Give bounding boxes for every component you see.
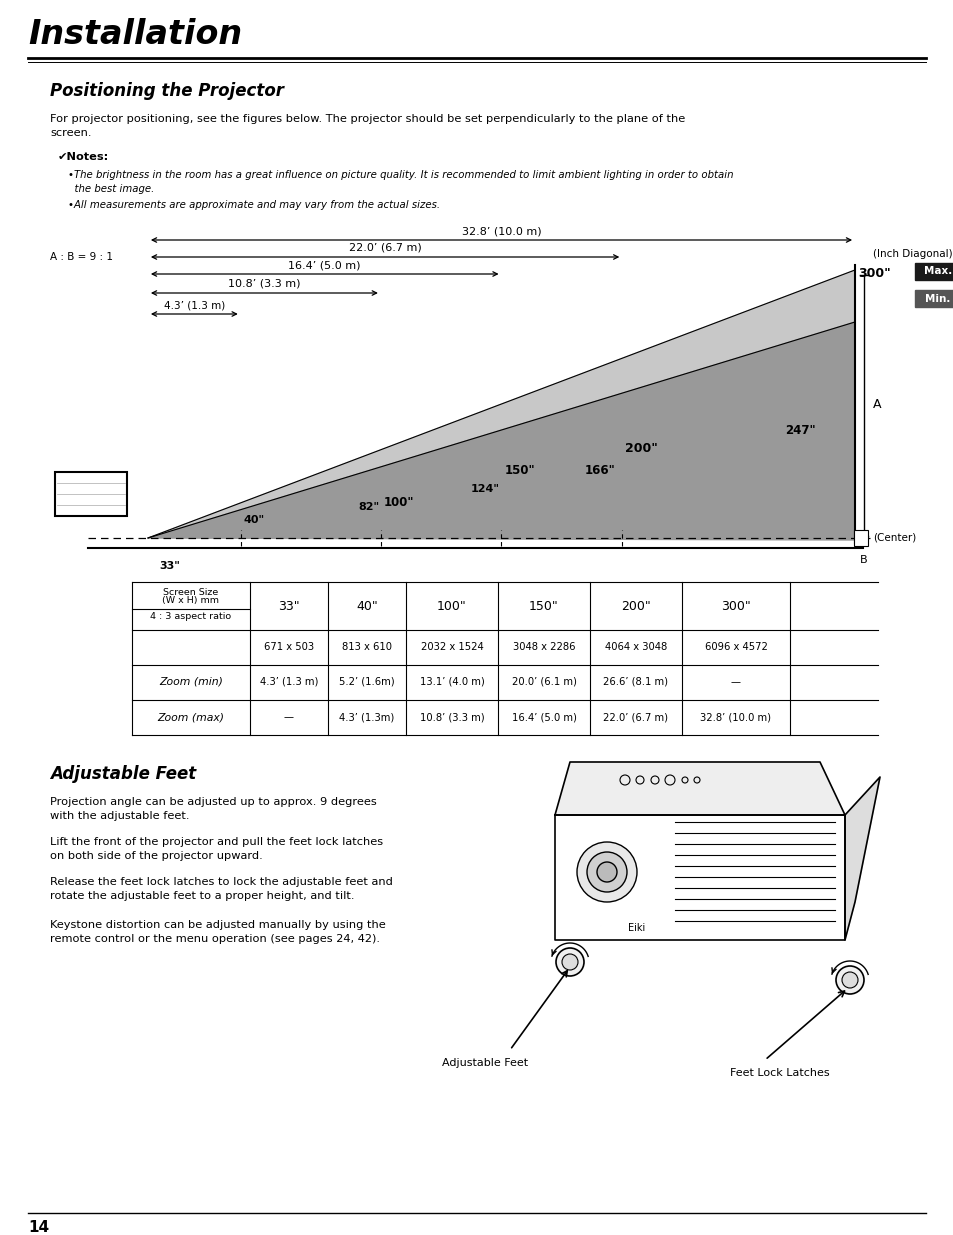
Text: (Center): (Center) [872, 534, 915, 543]
Polygon shape [148, 270, 854, 538]
Text: (W x H) mm: (W x H) mm [162, 597, 219, 605]
Circle shape [841, 972, 857, 988]
Text: 3048 x 2286: 3048 x 2286 [512, 642, 575, 652]
Text: 300": 300" [857, 267, 890, 280]
Text: Max. Zoom: Max. Zoom [923, 267, 953, 277]
Bar [914, 290, 953, 308]
Circle shape [577, 842, 637, 902]
Circle shape [835, 966, 863, 994]
Text: 671 x 503: 671 x 503 [264, 642, 314, 652]
Text: 22.0’ (6.7 m): 22.0’ (6.7 m) [349, 243, 421, 253]
Text: 10.8’ (3.3 m): 10.8’ (3.3 m) [228, 279, 300, 289]
Text: Keystone distortion can be adjusted manually by using the
remote control or the : Keystone distortion can be adjusted manu… [50, 920, 385, 944]
Text: 33": 33" [278, 599, 299, 613]
Text: 32.8’ (10.0 m): 32.8’ (10.0 m) [461, 226, 540, 236]
Text: 150": 150" [529, 599, 558, 613]
Text: Adjustable Feet: Adjustable Feet [441, 1058, 528, 1068]
Text: 4.3’ (1.3 m): 4.3’ (1.3 m) [164, 300, 225, 310]
Text: Positioning the Projector: Positioning the Projector [50, 82, 284, 100]
Text: 14: 14 [28, 1220, 49, 1235]
Text: •The brightness in the room has a great influence on picture quality. It is reco: •The brightness in the room has a great … [68, 170, 733, 194]
Text: 247": 247" [784, 424, 815, 436]
Text: Lift the front of the projector and pull the feet lock latches
on both side of t: Lift the front of the projector and pull… [50, 837, 383, 861]
Circle shape [561, 953, 578, 969]
Text: 5.2’ (1.6m): 5.2’ (1.6m) [339, 677, 395, 687]
Text: 124": 124" [471, 484, 499, 494]
Bar [853, 530, 867, 546]
Text: 13.1’ (4.0 m): 13.1’ (4.0 m) [419, 677, 484, 687]
Bar [914, 263, 953, 280]
Text: 16.4’ (5.0 m): 16.4’ (5.0 m) [511, 713, 576, 722]
Text: —: — [284, 713, 294, 722]
Text: 150": 150" [504, 464, 535, 478]
Text: B: B [859, 555, 866, 564]
Text: 22.0’ (6.7 m): 22.0’ (6.7 m) [603, 713, 668, 722]
Text: A: A [872, 398, 881, 410]
Circle shape [597, 862, 617, 882]
Text: Min. Zoom: Min. Zoom [924, 294, 953, 304]
Text: Feet Lock Latches: Feet Lock Latches [729, 1068, 829, 1078]
Text: 6096 x 4572: 6096 x 4572 [704, 642, 766, 652]
Text: Eiki: Eiki [628, 923, 645, 932]
Text: 82": 82" [358, 503, 379, 513]
Text: 33": 33" [159, 561, 180, 571]
Text: ✔Notes:: ✔Notes: [58, 152, 110, 162]
Text: 40": 40" [355, 599, 377, 613]
Text: 26.6’ (8.1 m): 26.6’ (8.1 m) [603, 677, 668, 687]
Text: 32.8’ (10.0 m): 32.8’ (10.0 m) [700, 713, 771, 722]
Text: 16.4’ (5.0 m): 16.4’ (5.0 m) [288, 261, 360, 270]
Text: 300": 300" [720, 599, 750, 613]
Text: For projector positioning, see the figures below. The projector should be set pe: For projector positioning, see the figur… [50, 114, 684, 138]
Text: Screen Size: Screen Size [163, 588, 218, 597]
Text: Release the feet lock latches to lock the adjustable feet and
rotate the adjusta: Release the feet lock latches to lock th… [50, 877, 393, 902]
Text: 200": 200" [624, 442, 658, 454]
Text: —: — [730, 677, 740, 687]
Polygon shape [555, 762, 844, 815]
Text: 166": 166" [584, 464, 615, 477]
Text: 4 : 3 aspect ratio: 4 : 3 aspect ratio [151, 613, 232, 621]
Text: 4.3’ (1.3 m): 4.3’ (1.3 m) [259, 677, 318, 687]
Text: •All measurements are approximate and may vary from the actual sizes.: •All measurements are approximate and ma… [68, 200, 439, 210]
Text: 100": 100" [383, 496, 414, 509]
Text: Projection angle can be adjusted up to approx. 9 degrees
with the adjustable fee: Projection angle can be adjusted up to a… [50, 797, 376, 821]
Text: Zoom (max): Zoom (max) [157, 713, 224, 722]
Circle shape [556, 948, 583, 976]
Text: 40": 40" [243, 515, 265, 525]
Text: (Inch Diagonal): (Inch Diagonal) [872, 249, 952, 259]
Text: 2032 x 1524: 2032 x 1524 [420, 642, 483, 652]
Text: 20.0’ (6.1 m): 20.0’ (6.1 m) [511, 677, 576, 687]
Text: 10.8’ (3.3 m): 10.8’ (3.3 m) [419, 713, 484, 722]
Text: Zoom (min): Zoom (min) [159, 677, 223, 687]
Text: 4.3’ (1.3m): 4.3’ (1.3m) [339, 713, 395, 722]
Polygon shape [148, 322, 854, 540]
Text: 813 x 610: 813 x 610 [341, 642, 392, 652]
Polygon shape [555, 815, 844, 940]
Text: 100": 100" [436, 599, 466, 613]
Text: Adjustable Feet: Adjustable Feet [50, 764, 196, 783]
Text: Installation: Installation [28, 19, 242, 51]
Text: 4064 x 3048: 4064 x 3048 [604, 642, 666, 652]
Circle shape [586, 852, 626, 892]
Text: A : B = 9 : 1: A : B = 9 : 1 [50, 252, 112, 262]
Polygon shape [844, 777, 879, 940]
Text: 200": 200" [620, 599, 650, 613]
Bar [55, 472, 127, 516]
